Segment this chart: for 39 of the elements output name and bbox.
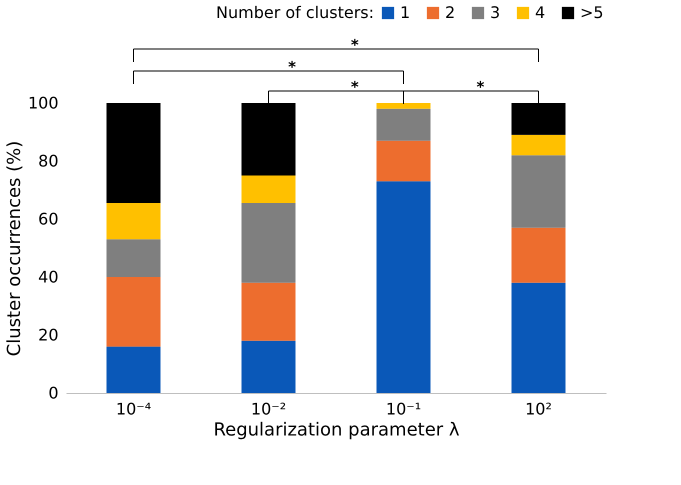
legend-label: >5: [580, 3, 604, 22]
x-tick-label: 10⁻²: [250, 400, 286, 418]
bar: [106, 239, 160, 277]
x-tick-label: 10²: [525, 400, 552, 418]
text: *: [350, 78, 359, 96]
y-tick-label: 40: [38, 268, 58, 286]
legend-label: 2: [445, 3, 456, 22]
bar: [376, 108, 430, 141]
x-tick-label: 10⁻⁴: [116, 400, 152, 418]
legend-label: 1: [400, 3, 410, 22]
bar: [106, 103, 160, 204]
legend-label: 3: [490, 3, 500, 22]
bar: [376, 103, 430, 109]
bar: [376, 181, 430, 393]
bar: [242, 203, 296, 283]
bar: [512, 134, 566, 156]
bar: [512, 155, 566, 228]
y-tick-label: 60: [38, 210, 58, 228]
x-tick-label: 10⁻¹: [386, 400, 422, 418]
bar: [242, 282, 296, 341]
bar: [242, 340, 296, 393]
text: *: [476, 78, 484, 96]
text: *: [350, 36, 359, 54]
y-tick-label: 20: [38, 326, 58, 344]
y-tick-label: 0: [48, 384, 58, 402]
bar: [106, 277, 160, 347]
bar: [512, 228, 566, 283]
y-tick-label: 80: [38, 152, 58, 170]
bar: [242, 176, 296, 204]
bar: [512, 282, 566, 393]
bar: [106, 346, 160, 393]
y-tick-label: 100: [28, 94, 58, 112]
bar: [376, 140, 430, 182]
x-axis-title: Regularization parameter λ: [213, 420, 460, 440]
text: *: [288, 58, 296, 76]
legend-title: Number of clusters:: [216, 3, 374, 22]
bar: [106, 203, 160, 240]
legend-label: 4: [535, 3, 546, 22]
y-axis-title: Cluster occurrences (%): [4, 140, 25, 356]
